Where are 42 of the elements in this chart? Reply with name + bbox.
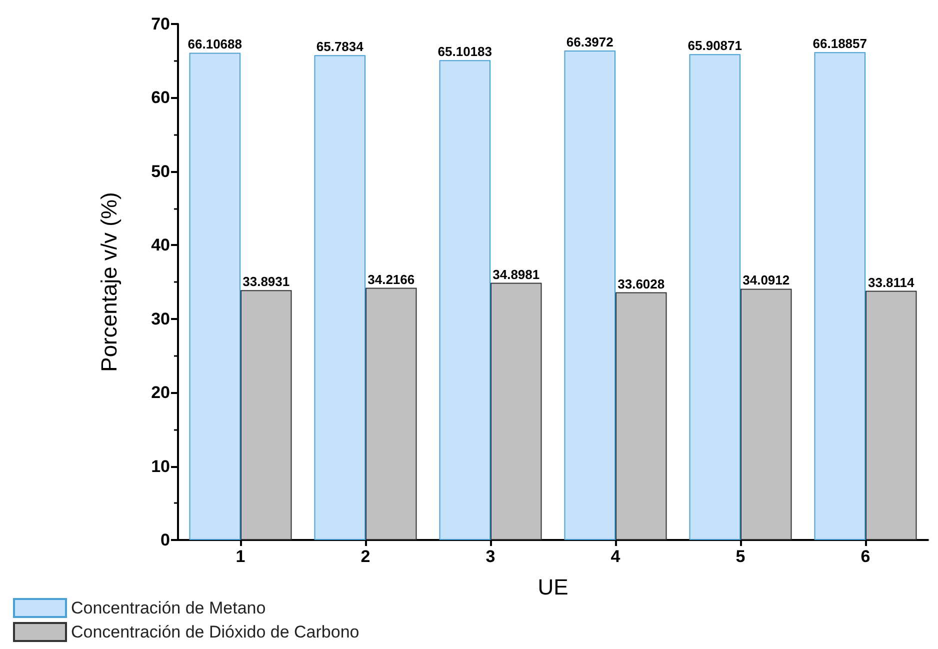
data-label: 65.90871 xyxy=(688,38,742,54)
x-tick-label: 5 xyxy=(736,547,746,566)
legend-label: Concentración de Dióxido de Carbono xyxy=(71,622,360,642)
bar xyxy=(490,282,542,540)
data-label: 34.8981 xyxy=(492,266,540,282)
bar xyxy=(616,292,667,540)
bar xyxy=(189,52,240,540)
y-tick-label: 50 xyxy=(151,162,170,181)
x-tick-label: 3 xyxy=(486,547,496,566)
y-tick-label: 70 xyxy=(151,14,170,34)
data-label: 66.18857 xyxy=(812,36,867,52)
bar xyxy=(314,55,366,540)
data-label: 65.7834 xyxy=(316,39,364,54)
data-label: 65.10183 xyxy=(438,44,492,60)
y-tick-label: 0 xyxy=(160,530,170,550)
data-label: 33.8931 xyxy=(242,274,290,290)
y-tick-label: 40 xyxy=(151,236,170,255)
bar xyxy=(366,288,417,540)
x-axis-title: UE xyxy=(538,574,568,600)
bar xyxy=(564,50,616,540)
bar xyxy=(439,60,490,540)
x-tick-label: 2 xyxy=(360,547,370,566)
y-axis-title: Porcentaje v/v (%) xyxy=(96,192,122,372)
y-tick-label: 30 xyxy=(151,309,170,328)
data-label: 33.8114 xyxy=(868,274,916,290)
y-tick-label: 20 xyxy=(151,383,170,402)
x-tick-label: 6 xyxy=(860,547,870,566)
x-tick-label: 1 xyxy=(236,547,246,566)
x-tick-label: 4 xyxy=(610,547,621,566)
data-label: 34.2166 xyxy=(368,272,415,287)
legend-label: Concentración de Metano xyxy=(71,598,266,618)
data-label: 66.10688 xyxy=(188,36,242,52)
bar xyxy=(689,54,740,540)
y-tick-label: 10 xyxy=(151,456,170,476)
bar xyxy=(814,52,866,540)
data-label: 33.6028 xyxy=(618,276,665,292)
bar xyxy=(866,290,917,540)
data-label: 66.3972 xyxy=(566,34,614,50)
bar xyxy=(240,290,292,540)
data-label: 34.0912 xyxy=(742,272,790,288)
bar xyxy=(740,288,792,540)
y-tick-label: 60 xyxy=(151,88,170,108)
